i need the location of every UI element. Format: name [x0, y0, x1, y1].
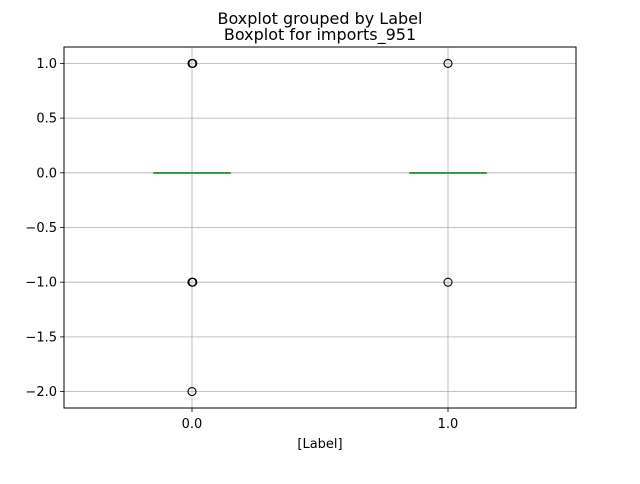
outlier-point: [187, 387, 197, 397]
outlier-point: [443, 58, 453, 68]
boxes: [153, 172, 487, 174]
y-tick-label: −2.0: [25, 385, 57, 400]
chart-suptitle: Boxplot grouped by Label: [218, 9, 423, 28]
y-tick-label: −1.5: [25, 330, 57, 345]
outlier-point: [443, 277, 453, 287]
grid-lines: [64, 47, 576, 408]
x-tick-label: 0.0: [182, 417, 203, 432]
y-tick-label: 0.0: [36, 166, 57, 181]
outliers: [187, 58, 453, 397]
y-tick-label: 1.0: [36, 57, 57, 72]
outlier-point: [188, 277, 198, 287]
outlier-point: [188, 58, 198, 68]
chart-title: Boxplot for imports_951: [224, 25, 416, 45]
y-tick-label: −0.5: [25, 221, 57, 236]
x-axis-ticks: 0.0 1.0: [182, 408, 459, 432]
y-axis-ticks: 1.0 0.5 0.0 −0.5 −1.0 −1.5 −2.0: [25, 57, 64, 400]
x-axis-label: [Label]: [297, 437, 342, 452]
y-tick-label: −1.0: [25, 276, 57, 291]
x-tick-label: 1.0: [438, 417, 459, 432]
y-tick-label: 0.5: [36, 112, 57, 127]
